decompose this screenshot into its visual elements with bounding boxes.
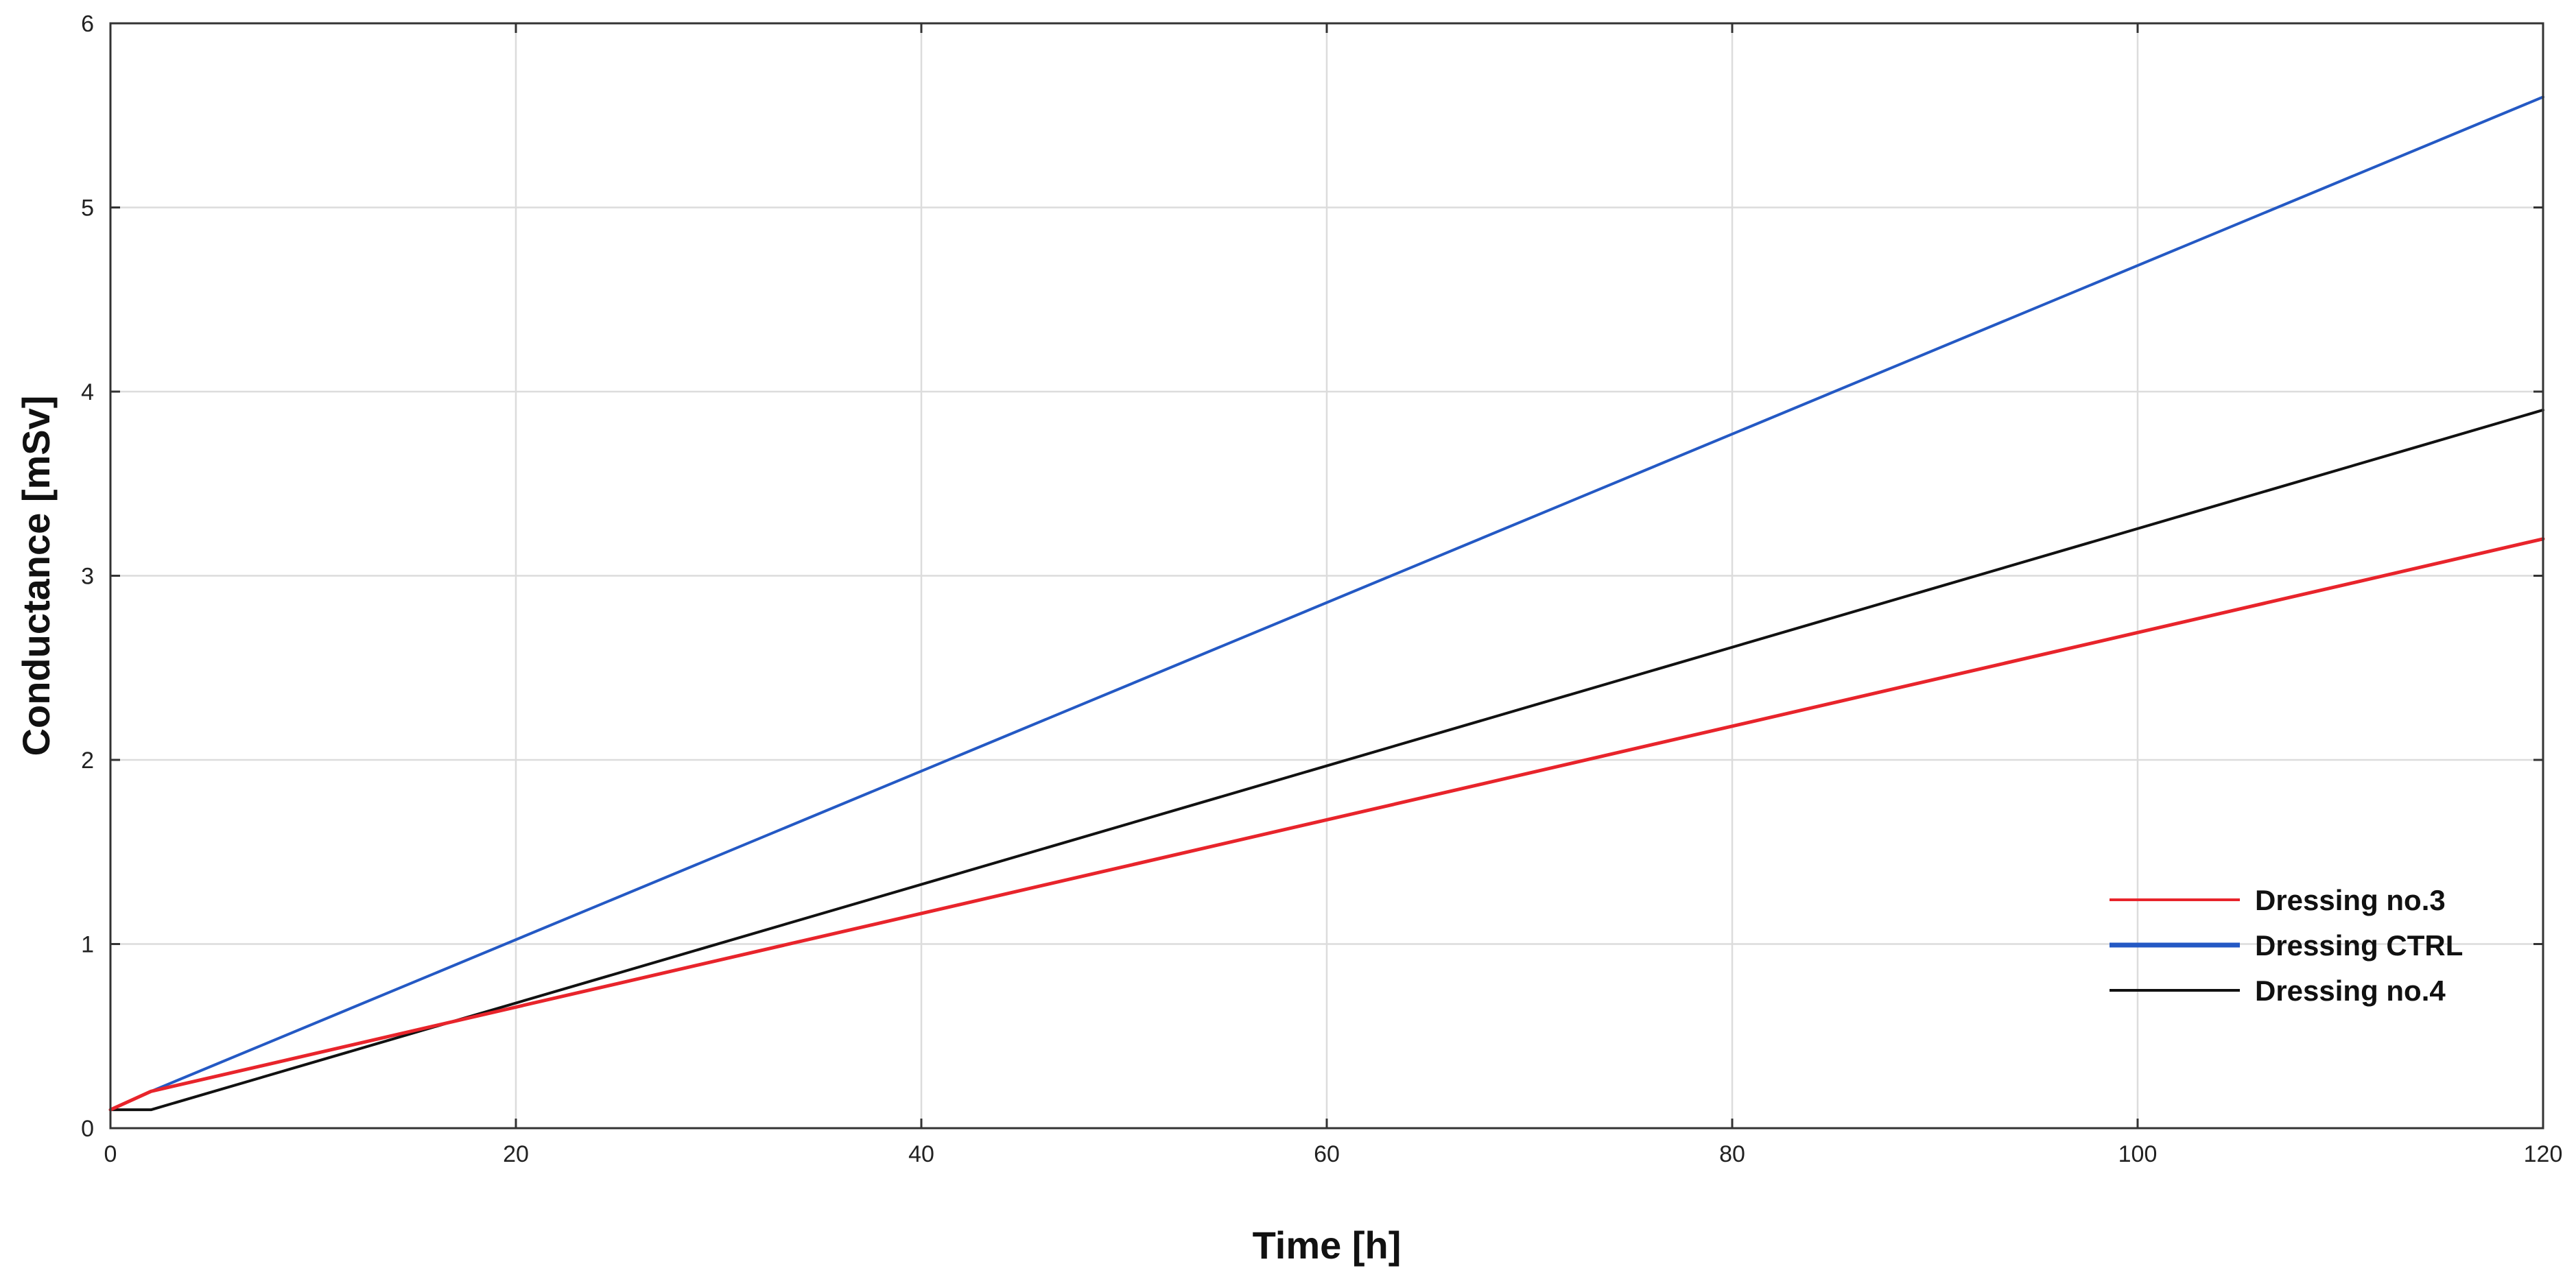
grid-layer bbox=[110, 23, 2543, 1128]
y-tick-label: 1 bbox=[81, 932, 94, 958]
x-axis-title: Time [h] bbox=[1253, 1224, 1402, 1267]
y-tick-label: 0 bbox=[81, 1116, 94, 1142]
legend-label: Dressing no.4 bbox=[2255, 975, 2446, 1007]
x-tick-label: 60 bbox=[1314, 1141, 1340, 1167]
legend: Dressing no.3 Dressing CTRL Dressing no.4 bbox=[2110, 884, 2463, 1007]
x-tick-label: 100 bbox=[2118, 1141, 2158, 1167]
x-tick-label: 20 bbox=[503, 1141, 529, 1167]
series-line-2 bbox=[109, 408, 2544, 1112]
x-tick-label: 120 bbox=[2524, 1141, 2563, 1167]
y-tick-label: 6 bbox=[81, 11, 94, 37]
legend-label: Dressing CTRL bbox=[2255, 929, 2463, 962]
tick-layer: 0 20 40 60 80 100 120 0 1 2 3 4 5 6 bbox=[81, 11, 2562, 1167]
x-tick-label: 80 bbox=[1719, 1141, 1745, 1167]
series-line-0 bbox=[108, 537, 2545, 1112]
x-tick-label: 0 bbox=[104, 1141, 117, 1167]
x-tick-label: 40 bbox=[908, 1141, 934, 1167]
legend-label: Dressing no.3 bbox=[2255, 884, 2446, 916]
y-axis-title: Conductance [mSv] bbox=[14, 396, 58, 756]
y-tick-label: 3 bbox=[81, 564, 94, 590]
y-tick-label: 5 bbox=[81, 195, 94, 222]
series-layer bbox=[108, 95, 2545, 1112]
y-tick-label: 2 bbox=[81, 748, 94, 774]
y-tick-label: 4 bbox=[81, 379, 94, 405]
